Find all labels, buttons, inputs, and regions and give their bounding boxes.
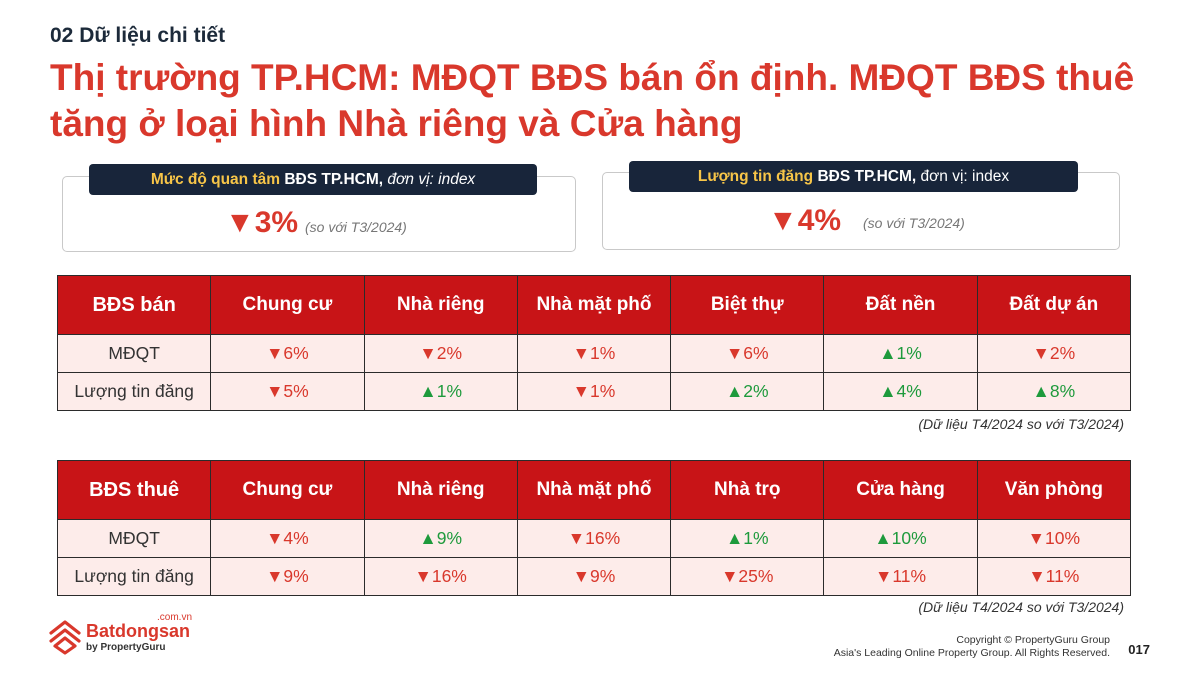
table-header-cell: Nhà trọ — [670, 460, 825, 520]
copyright: Copyright © PropertyGuru Group Asia's Le… — [834, 634, 1110, 660]
table-cell: ▼9% — [516, 557, 672, 596]
table-cell: ▲1% — [823, 334, 978, 373]
rent-table-footnote: (Dữ liệu T4/2024 so với T3/2024) — [918, 599, 1124, 615]
row-label: Lượng tin đăng — [56, 557, 212, 596]
page-title: Thị trường TP.HCM: MĐQT BĐS bán ổn định.… — [50, 57, 1135, 144]
kpi-label-unit: đơn vị: index — [387, 171, 476, 188]
table-header-cell: Chung cư — [210, 275, 365, 335]
kpi-label-highlight: Mức độ quan tâm — [150, 171, 281, 188]
copyright-line-2: Asia's Leading Online Property Group. Al… — [833, 647, 1110, 659]
table-header-cell: Đất nền — [823, 275, 978, 335]
table-header-cell: Nhà riêng — [363, 275, 518, 335]
kpi-note-listings: (so với T3/2024) — [863, 215, 965, 231]
table-cell: ▲1% — [363, 372, 518, 411]
table-cell: ▼9% — [210, 557, 365, 596]
batdongsan-logo[interactable]: .com.vn Batdongsan by PropertyGuru — [48, 612, 208, 657]
logo-by: by PropertyGuru — [86, 642, 166, 653]
row-label: Lượng tin đăng — [56, 372, 212, 411]
logo-tld: .com.vn — [157, 612, 193, 623]
sale-table-footnote: (Dữ liệu T4/2024 so với T3/2024) — [918, 416, 1124, 432]
table-row: Lượng tin đăng ▼9% ▼16% ▼9% ▼25% ▼11% ▼1… — [56, 557, 1132, 596]
row-label: MĐQT — [56, 334, 212, 373]
table-cell: ▼5% — [210, 372, 365, 411]
table-cell: ▼2% — [976, 334, 1132, 373]
table-cell: ▲10% — [823, 519, 978, 558]
logo-name: Batdongsan — [86, 621, 191, 641]
table-header-cell: BĐS thuê — [56, 460, 212, 520]
table-cell: ▼11% — [976, 557, 1132, 596]
table-cell: ▲8% — [976, 372, 1132, 411]
rent-table-header-row: BĐS thuê Chung cư Nhà riêng Nhà mặt phố … — [56, 460, 1132, 520]
table-cell: ▼10% — [976, 519, 1132, 558]
section-subtitle: 02 Dữ liệu chi tiết — [50, 24, 226, 47]
table-cell: ▼11% — [823, 557, 978, 596]
table-cell: ▲2% — [670, 372, 825, 411]
kpi-label-unit: đơn vị: index — [920, 168, 1010, 185]
house-logo-icon — [49, 620, 81, 655]
table-header-cell: Biệt thự — [670, 275, 825, 335]
table-header-cell: Văn phòng — [976, 460, 1132, 520]
row-label: MĐQT — [56, 519, 212, 558]
copyright-line-1: Copyright © PropertyGuru Group — [956, 634, 1110, 646]
table-header-cell: Nhà riêng — [363, 460, 518, 520]
sale-table: BĐS bán Chung cư Nhà riêng Nhà mặt phố B… — [56, 275, 1132, 411]
table-cell: ▼6% — [670, 334, 825, 373]
table-header-cell: Đất dự án — [976, 275, 1132, 335]
table-cell: ▼4% — [210, 519, 365, 558]
kpi-label-bold: BĐS TP.HCM, — [284, 171, 384, 188]
kpi-note-interest: (so với T3/2024) — [305, 219, 407, 235]
rent-table: BĐS thuê Chung cư Nhà riêng Nhà mặt phố … — [56, 460, 1132, 596]
table-header-cell: Nhà mặt phố — [516, 460, 672, 520]
table-cell: ▼25% — [670, 557, 825, 596]
table-cell: ▲4% — [823, 372, 978, 411]
table-row: MĐQT ▼6% ▼2% ▼1% ▼6% ▲1% ▼2% — [56, 334, 1132, 373]
table-header-cell: Nhà mặt phố — [516, 275, 672, 335]
page-number: 017 — [1128, 642, 1150, 657]
kpi-label-bold: BĐS TP.HCM, — [817, 168, 917, 185]
sale-table-header-row: BĐS bán Chung cư Nhà riêng Nhà mặt phố B… — [56, 275, 1132, 335]
kpi-value-interest: ▼3% — [225, 206, 299, 239]
table-cell: ▼16% — [516, 519, 672, 558]
table-cell: ▼2% — [363, 334, 518, 373]
table-row: MĐQT ▼4% ▲9% ▼16% ▲1% ▲10% ▼10% — [56, 519, 1132, 558]
kpi-label-listings: Lượng tin đăng BĐS TP.HCM, đơn vị: index — [629, 161, 1078, 192]
kpi-label-interest: Mức độ quan tâm BĐS TP.HCM, đơn vị: inde… — [89, 164, 537, 195]
table-cell: ▼1% — [516, 372, 672, 411]
kpi-label-highlight: Lượng tin đăng — [697, 168, 814, 185]
table-header-cell: Chung cư — [210, 460, 365, 520]
table-header-cell: Cửa hàng — [823, 460, 978, 520]
table-cell: ▲9% — [363, 519, 518, 558]
table-cell: ▲1% — [670, 519, 825, 558]
table-cell: ▼1% — [516, 334, 672, 373]
kpi-value-listings: ▼4% — [768, 204, 842, 237]
table-row: Lượng tin đăng ▼5% ▲1% ▼1% ▲2% ▲4% ▲8% — [56, 372, 1132, 411]
table-header-cell: BĐS bán — [56, 275, 212, 335]
table-cell: ▼16% — [363, 557, 518, 596]
table-cell: ▼6% — [210, 334, 365, 373]
